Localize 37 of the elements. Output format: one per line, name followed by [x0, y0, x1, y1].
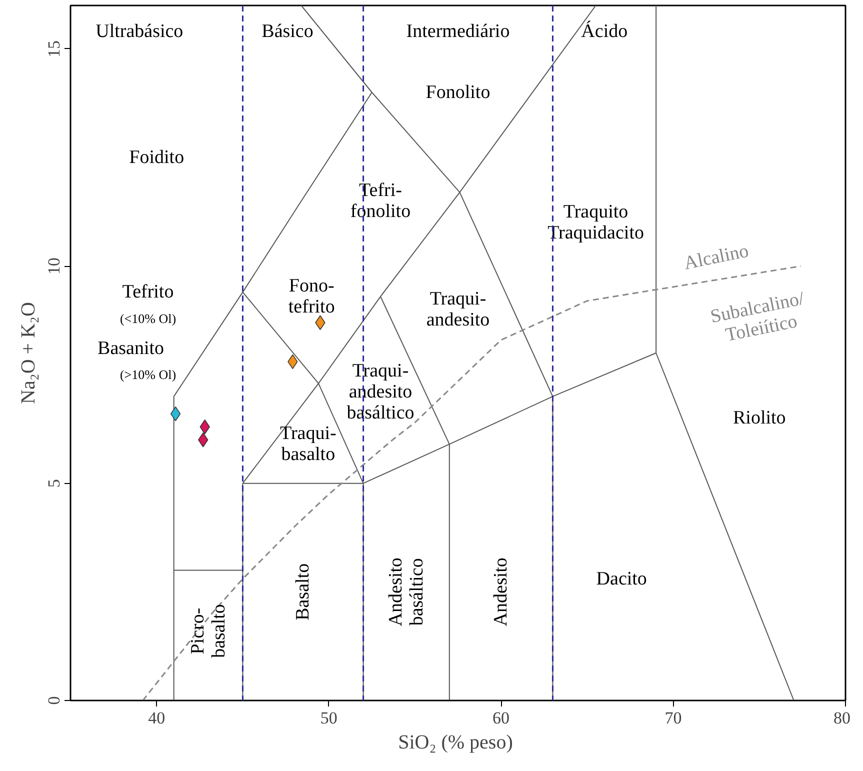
annotation: Básico — [262, 21, 314, 42]
annotation: Basalto — [292, 563, 314, 620]
point — [170, 406, 181, 422]
y-tick-label: 0 — [44, 696, 64, 705]
annotation: (<10% Ol) — [120, 310, 176, 326]
x-axis-title: SiO₂ (% peso) — [398, 732, 513, 754]
annotation: Fono- tefrito — [288, 276, 335, 318]
annotation: Intermediário — [406, 21, 510, 42]
annotation: Tefri- fonolito — [350, 180, 411, 222]
annotation: Traqui- andesito basáltico — [346, 360, 414, 424]
annotation: Dacito — [596, 568, 647, 590]
annotation: Ultrabásico — [96, 21, 184, 42]
x-tick-label: 40 — [148, 708, 166, 728]
annotation: Subalcalino/ Toleiítico — [708, 288, 807, 346]
annotation: Andesito — [490, 558, 512, 626]
point — [315, 315, 326, 330]
annotation: Riolito — [732, 408, 786, 429]
annotation: Traqui- basalto — [280, 423, 336, 466]
annotation: Andesito basáltico — [385, 558, 428, 626]
annotation: Picro- basalto — [187, 604, 230, 658]
y-tick-label: 15 — [44, 40, 64, 58]
y-tick-label: 10 — [44, 258, 64, 275]
annotation: Alcalino — [682, 240, 750, 274]
y-tick-label: 5 — [44, 479, 64, 488]
x-tick-label: 50 — [320, 708, 338, 728]
annotation: (>10% Ol) — [120, 367, 176, 382]
x-tick-label: 60 — [492, 708, 510, 728]
annotation: Basanito — [98, 338, 164, 360]
annotation: Foidito — [129, 147, 184, 168]
annotation: Traquito Traquidacito — [548, 202, 644, 244]
y-axis-title: Na₂O + K₂O — [18, 302, 40, 404]
annotation: Fonolito — [426, 82, 490, 103]
x-tick-label: 70 — [664, 708, 682, 728]
x-tick-label: 80 — [834, 708, 850, 728]
annotation: Tefrito — [122, 282, 174, 303]
annotation: Traqui- andesito — [426, 288, 490, 331]
annotation: Ácido — [581, 20, 628, 42]
